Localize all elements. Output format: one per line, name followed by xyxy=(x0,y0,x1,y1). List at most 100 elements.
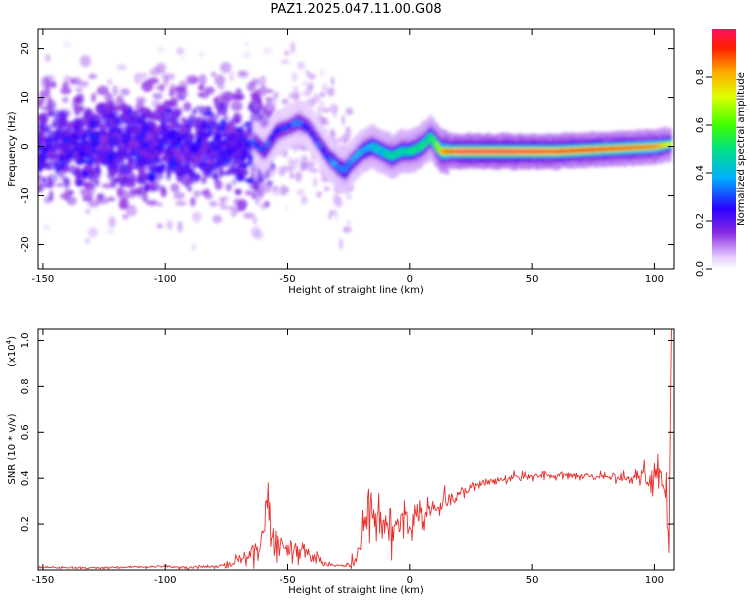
spectrogram-blob xyxy=(75,87,84,93)
spectrogram-ridge-blob xyxy=(353,153,359,160)
spectrogram-blob xyxy=(166,219,173,230)
spectrogram-blob xyxy=(142,193,148,203)
spectrogram-blob xyxy=(191,211,202,223)
spectrogram-blob xyxy=(292,86,299,91)
spectrogram-blob xyxy=(198,116,210,122)
spectrogram-blob xyxy=(281,59,290,65)
spectrogram-blob xyxy=(291,91,300,101)
spectrogram-blob xyxy=(259,75,267,87)
spectrogram-blob xyxy=(127,107,134,114)
spectrogram-blob xyxy=(62,136,70,145)
spectrogram-blob xyxy=(258,90,267,97)
x-tick-label: 100 xyxy=(645,575,664,586)
spectrogram-blob xyxy=(186,133,192,143)
spectrogram-blob xyxy=(45,150,55,160)
spectrogram-blob xyxy=(216,156,226,166)
spectrogram-blob xyxy=(343,226,352,233)
spectrogram-blob xyxy=(64,160,69,167)
spectrogram-blob xyxy=(241,150,247,160)
spectrogram-blob xyxy=(152,92,163,100)
spectrogram-blob xyxy=(244,41,249,47)
spectrogram-blob xyxy=(341,114,345,126)
spectrogram-blob xyxy=(101,183,113,189)
spectrogram-blob xyxy=(60,86,72,95)
spectrogram-blob xyxy=(112,85,118,97)
spectrogram-blob xyxy=(97,193,105,199)
spectrogram-blob xyxy=(346,193,352,200)
spectrogram-blob xyxy=(79,55,92,67)
spectrogram-blob xyxy=(209,200,218,207)
spectrogram-blob xyxy=(322,83,327,92)
spectrogram-blob xyxy=(333,194,337,206)
spectrogram-ridge-blob xyxy=(268,134,275,141)
snr-plot-area xyxy=(38,329,672,570)
x-tick-label: 0 xyxy=(407,575,413,586)
spectrogram-blob xyxy=(107,196,116,202)
spectrogram-blob xyxy=(191,109,197,115)
spectrogram-blob xyxy=(326,87,335,97)
spectrogram-blob xyxy=(230,206,238,218)
spectrogram-blob xyxy=(60,192,71,200)
spectrogram-blob xyxy=(126,204,137,217)
spectrogram-blob xyxy=(176,135,182,145)
spectrogram-blob xyxy=(116,150,121,158)
spectrogram-blob xyxy=(179,54,185,62)
spectrogram-blob xyxy=(91,92,96,103)
spectrogram-blob xyxy=(42,176,47,184)
spectrogram-blob xyxy=(295,171,302,183)
spectrogram-blob xyxy=(141,148,146,158)
spectrogram-blob xyxy=(84,237,90,244)
spectrogram-blob xyxy=(261,186,266,196)
spectrogram-blob xyxy=(62,81,69,90)
spectrogram-blob xyxy=(175,91,181,99)
spectrogram-blob xyxy=(107,78,113,86)
spectrogram-blob xyxy=(162,137,169,143)
spectrogram-blob xyxy=(133,72,142,84)
y-tick-label: 0.4 xyxy=(20,470,31,486)
x-tick-label: -150 xyxy=(32,274,55,285)
spectrogram-blob xyxy=(234,188,242,196)
spectrogram-x-ticks: -150 -100 -50 0 50 100 xyxy=(32,29,664,285)
spectrogram-blob xyxy=(115,95,125,108)
spectrogram-blob xyxy=(301,160,309,170)
spectrogram-blob xyxy=(38,113,45,124)
spectrogram-ridge-blob xyxy=(342,166,348,173)
spectrogram-blob xyxy=(106,101,113,110)
spectrogram-blob xyxy=(66,196,77,206)
spectrogram-ridge-blob xyxy=(316,142,323,149)
spectrogram-blob xyxy=(88,170,93,181)
spectrogram-blob xyxy=(116,64,127,71)
spectrogram-blob xyxy=(320,68,324,78)
snr-panel: -150 -100 -50 0 50 100 0.2 0.4 0.6 0.8 1.0 Height… xyxy=(5,328,675,596)
spectrogram-blob xyxy=(241,142,250,151)
spectrogram-blob xyxy=(168,148,173,154)
spectrogram-blob xyxy=(121,113,127,119)
spectrogram-blob xyxy=(40,97,45,105)
spectrogram-blob xyxy=(99,153,109,160)
spectrogram-blob xyxy=(230,101,243,112)
spectrogram-blob xyxy=(190,197,196,207)
spectrogram-blob xyxy=(329,103,339,114)
spectrogram-blob xyxy=(338,238,344,250)
spectrogram-blob xyxy=(160,162,166,169)
spectrogram-blob xyxy=(63,179,71,188)
spectrogram-blobs xyxy=(38,41,672,252)
spectrogram-blob xyxy=(254,200,260,205)
spectrogram-blob xyxy=(168,160,173,166)
spectrogram-blob xyxy=(250,226,262,237)
spectrogram-blob xyxy=(118,142,125,148)
spectrogram-blob xyxy=(188,156,195,163)
spectrogram-blob xyxy=(160,112,173,118)
spectrogram-blob xyxy=(148,114,154,120)
spectrogram-image xyxy=(38,41,672,252)
spectrogram-blob xyxy=(199,145,208,154)
spectrogram-blob xyxy=(74,154,81,162)
spectrogram-blob xyxy=(59,108,71,118)
spectrogram-blob xyxy=(145,131,154,140)
spectrogram-blob xyxy=(253,216,257,225)
spectrogram-blob xyxy=(165,124,174,130)
x-tick-label: -100 xyxy=(154,575,177,586)
spectrogram-blob xyxy=(305,70,310,74)
spectrogram-blob xyxy=(294,157,300,163)
spectrogram-blob xyxy=(212,214,222,224)
